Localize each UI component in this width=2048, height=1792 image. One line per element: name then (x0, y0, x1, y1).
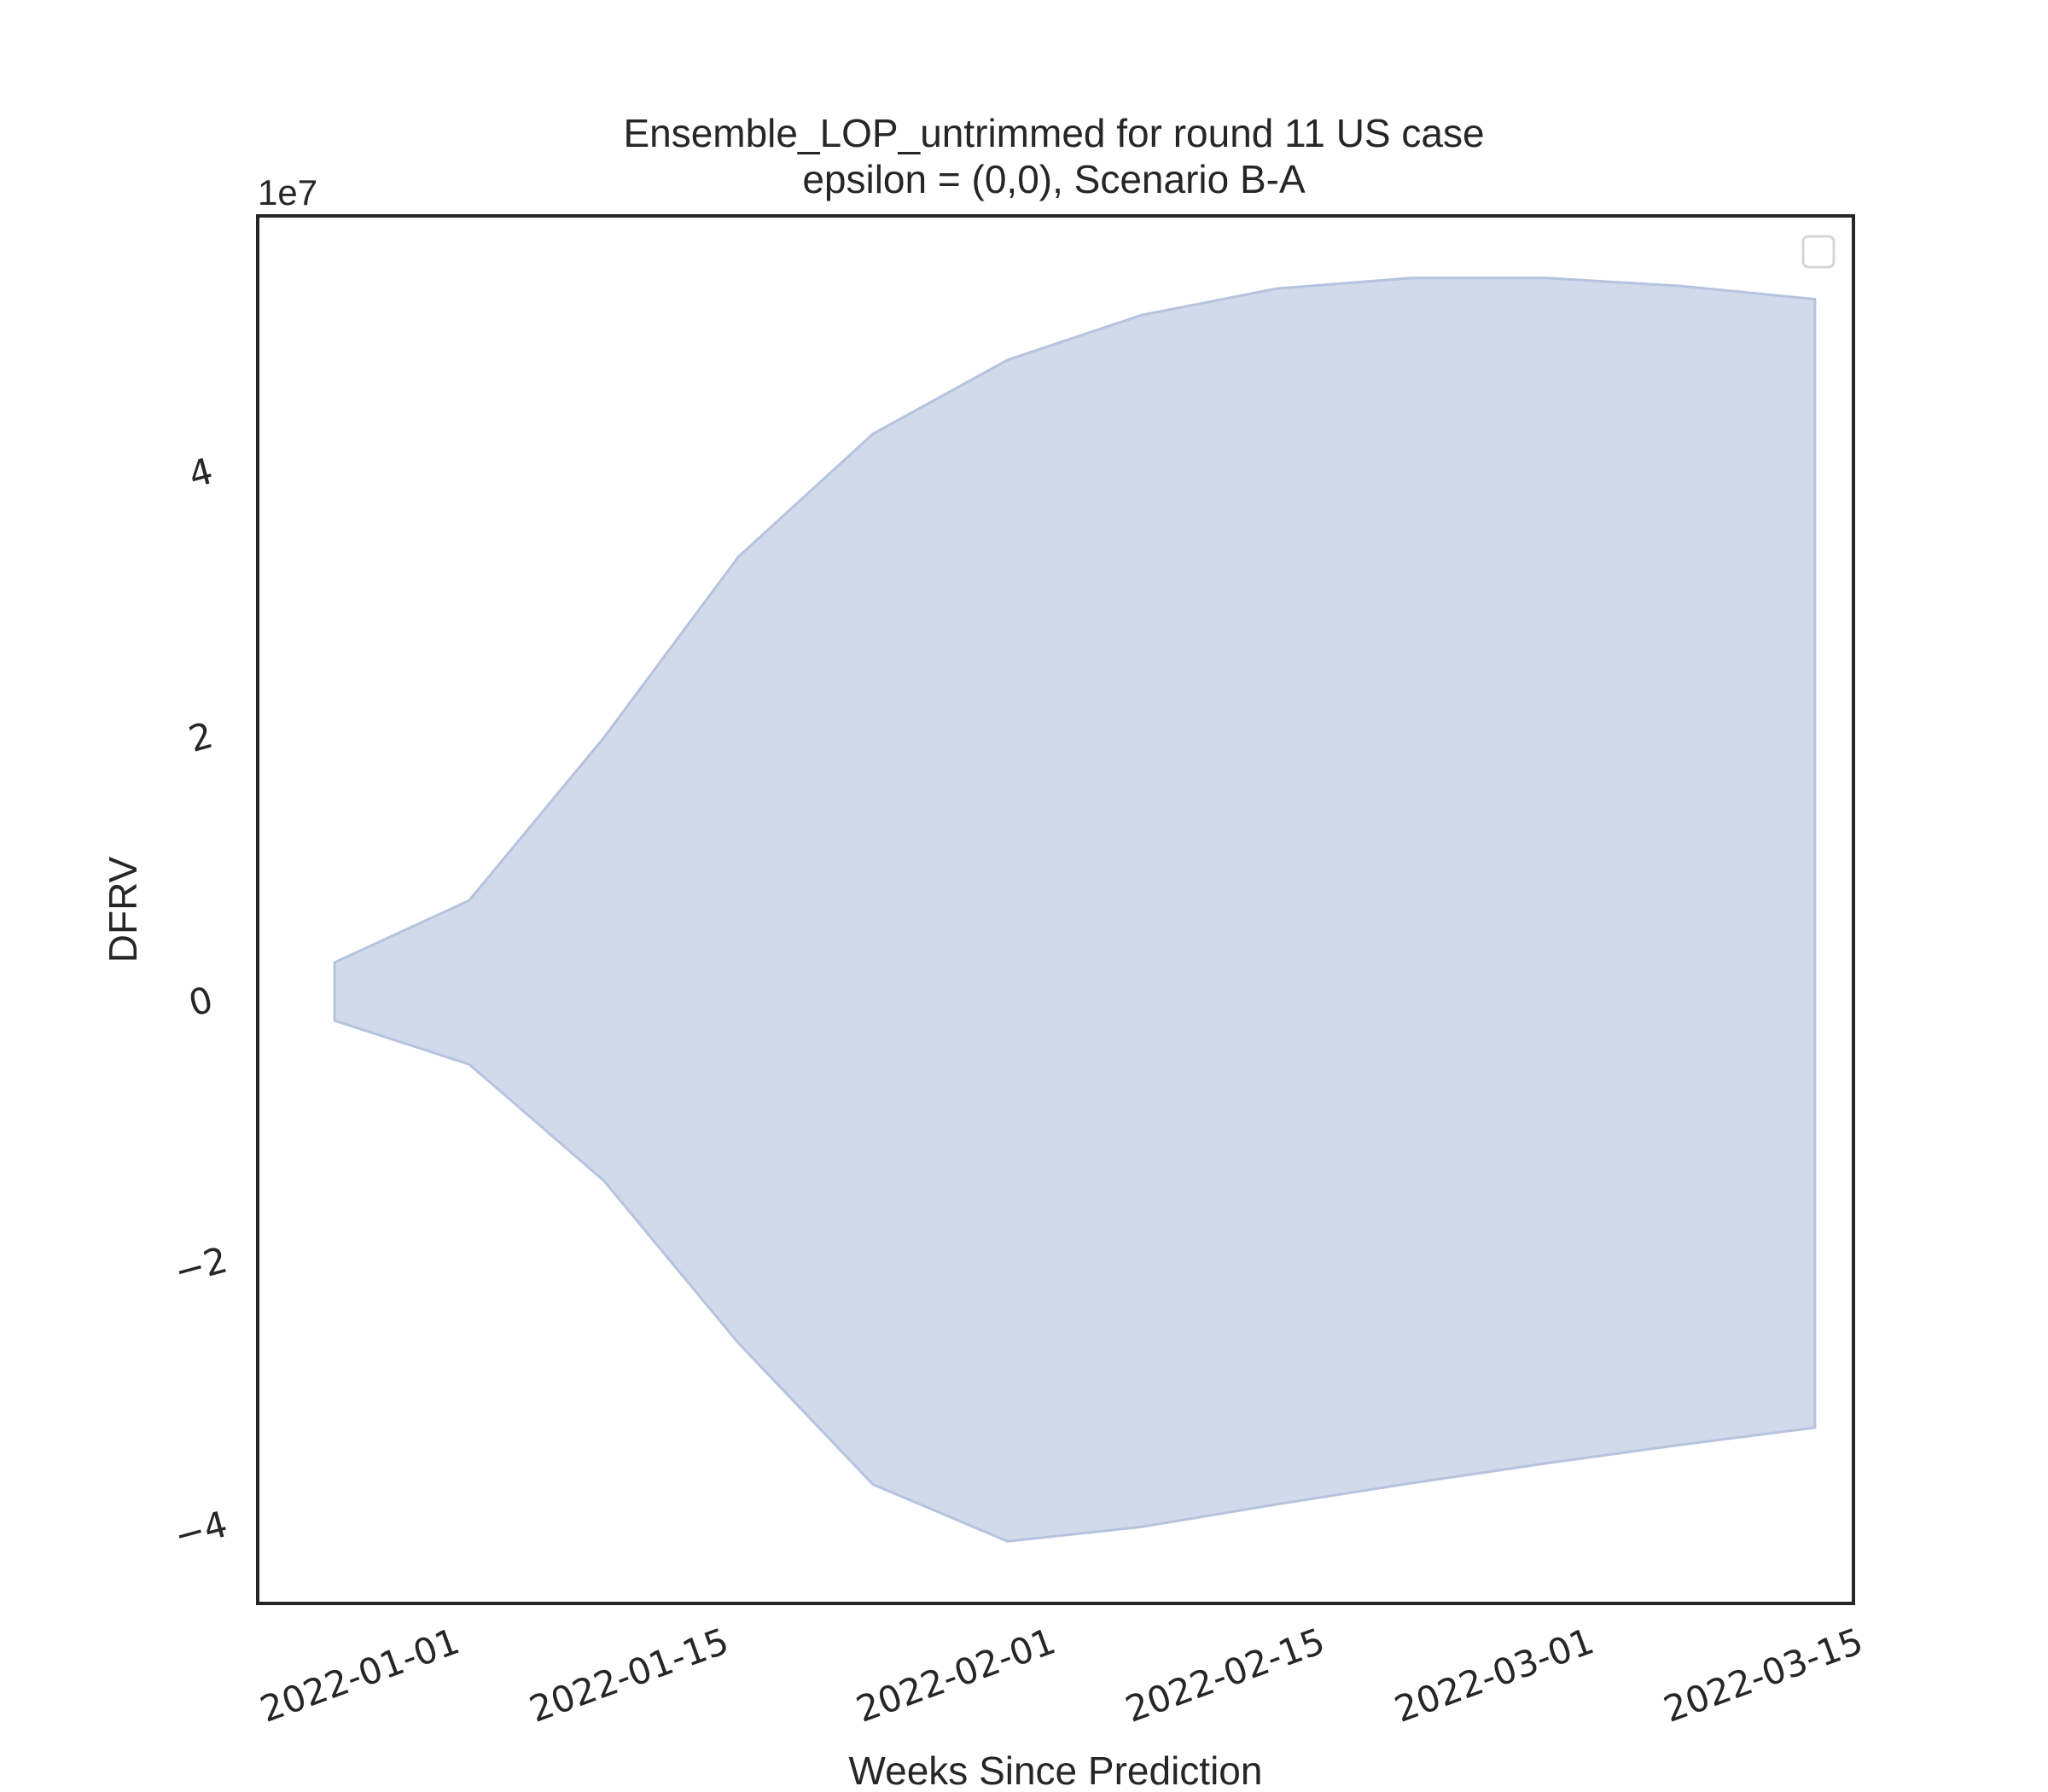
y-tick-label: 0 (184, 978, 218, 1024)
y-tick-label: −2 (170, 1239, 231, 1293)
y-axis-ticks: −4 −2 0 2 4 (170, 450, 231, 1557)
x-tick-label: 2022-02-15 (1120, 1620, 1329, 1731)
y-axis-label: DFRV (101, 856, 145, 963)
y-tick-label: 2 (184, 714, 218, 760)
x-tick-label: 2022-02-01 (851, 1620, 1061, 1731)
plot-frame (256, 214, 1855, 1605)
chart-title: Ensemble_LOP_untrimmed for round 11 US c… (623, 111, 1484, 155)
y-tick-label: −4 (170, 1503, 231, 1556)
y-offset-label: 1e7 (258, 172, 317, 212)
x-axis-label: Weeks Since Prediction (849, 1748, 1263, 1792)
x-axis-ticks: 2022-01-01 2022-01-15 2022-02-01 2022-02-15… (255, 1620, 1869, 1731)
x-tick-label: 2022-03-15 (1658, 1620, 1868, 1731)
x-tick-label: 2022-01-01 (255, 1620, 465, 1731)
y-tick-label: 4 (184, 450, 218, 496)
legend-box (1801, 235, 1836, 269)
plot-area (333, 276, 1817, 1543)
x-tick-label: 2022-03-01 (1389, 1620, 1599, 1731)
confidence-band (333, 276, 1817, 1543)
x-tick-label: 2022-01-15 (524, 1620, 734, 1731)
chart-subtitle: epsilon = (0,0), Scenario B-A (802, 157, 1306, 201)
